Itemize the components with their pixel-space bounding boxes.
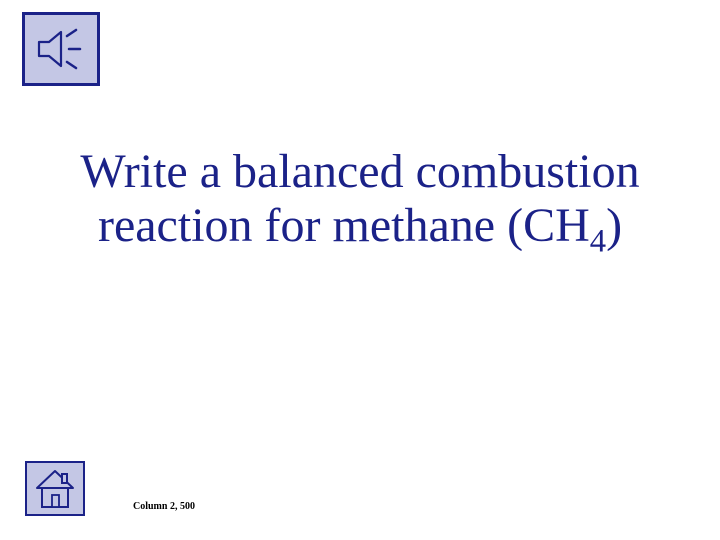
question-prompt: Write a balanced combustion reaction for… [0, 145, 720, 253]
prompt-line-1: Write a balanced combustion [80, 145, 639, 198]
sound-button[interactable] [22, 12, 100, 86]
speaker-icon [31, 22, 91, 76]
home-button[interactable] [25, 461, 85, 516]
slide-caption: Column 2, 500 [133, 501, 195, 512]
prompt-line-2-post: ) [606, 199, 622, 252]
prompt-line-2-pre: reaction for methane (CH [98, 199, 590, 252]
prompt-subscript: 4 [590, 223, 606, 259]
house-icon [33, 468, 77, 510]
